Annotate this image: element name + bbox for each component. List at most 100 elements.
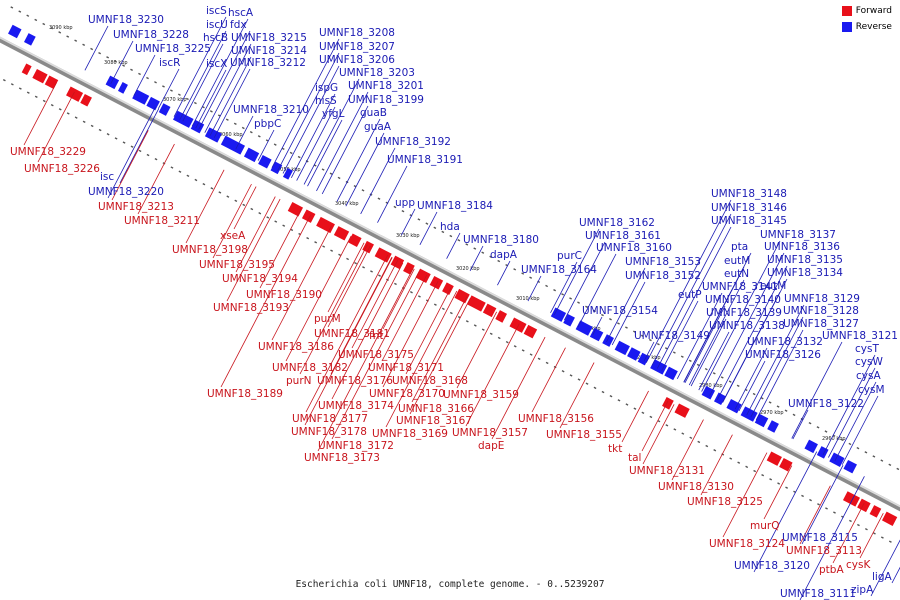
gene-label: UMNF18_3113 <box>786 545 862 557</box>
gene-label: eutN <box>724 268 749 280</box>
track-dash <box>18 10 22 13</box>
leader-line <box>651 213 732 366</box>
track-dash <box>840 438 844 442</box>
forward-gene <box>429 275 444 290</box>
gene-label: UMNF18_3111 <box>780 588 856 600</box>
track-dash <box>856 446 860 450</box>
gene-label: UMNF18_3176 <box>317 375 393 387</box>
gene-label: ligA <box>872 571 892 583</box>
track-dash <box>122 141 126 144</box>
track-dash <box>218 191 222 194</box>
track-dash <box>185 97 189 101</box>
track-dash <box>138 149 142 153</box>
track-dash <box>593 309 596 313</box>
leader-line <box>419 211 438 245</box>
leader-line <box>527 275 542 302</box>
track-dash <box>417 218 421 221</box>
tick-label: 2960 kbp <box>822 436 846 442</box>
track-dash <box>249 130 253 134</box>
leader-line <box>722 291 781 403</box>
track-dash <box>505 340 509 344</box>
track-dash <box>872 455 876 458</box>
gene-label: hda <box>440 221 460 233</box>
forward-gene <box>44 75 59 89</box>
track-dash <box>569 297 572 300</box>
gene-label: UMNF18_3230 <box>88 14 164 26</box>
track-dash <box>130 68 133 71</box>
track-dash <box>401 209 405 213</box>
track-dash <box>736 384 740 387</box>
reverse-gene <box>589 327 604 342</box>
gene-label: guaB <box>360 107 387 119</box>
track-dash <box>656 342 660 346</box>
gene-label: UMNF18_3131 <box>629 465 705 477</box>
gene-label: purC <box>557 250 582 262</box>
leader-line <box>611 281 646 346</box>
gene-label: UMNF18_3192 <box>375 136 451 148</box>
tick-label: 3030 kbp <box>396 233 420 239</box>
track-dash <box>465 320 469 323</box>
track-dash <box>864 528 868 531</box>
track-dash <box>688 359 692 363</box>
leader-line <box>676 292 723 380</box>
gene-label: UMNF18_3195 <box>199 259 275 271</box>
legend-reverse-label: Reverse <box>855 22 892 32</box>
track-dash <box>673 428 677 431</box>
legend-reverse: Reverse <box>841 22 892 32</box>
tick-label: 2980 kbp <box>699 383 723 389</box>
track-dash <box>226 195 230 198</box>
track-dash <box>513 268 517 271</box>
gene-label: eutP <box>678 289 702 301</box>
leader-line <box>282 65 340 174</box>
reverse-swatch <box>841 22 852 32</box>
track-dash <box>146 153 150 157</box>
gene-label: UMNF18_3175 <box>338 349 414 361</box>
gene-label: UMNF18_3180 <box>463 234 539 246</box>
gene-label: UMNF18_3139 <box>706 307 782 319</box>
gene-label: UMNF18_3140 <box>705 294 781 306</box>
leader-line <box>84 25 109 71</box>
gene-label: hisS <box>315 95 337 107</box>
leader-line <box>303 78 360 185</box>
gene-label: iscS <box>206 5 227 17</box>
reverse-gene <box>550 307 567 322</box>
track-dash <box>58 31 62 34</box>
leader-line <box>683 266 745 383</box>
track-dash <box>10 6 14 9</box>
gene-label: tal <box>628 452 641 464</box>
leader-line <box>381 275 427 362</box>
gene-label: UMNF18_3148 <box>711 188 787 200</box>
gene-label: UMNF18_3138 <box>709 320 785 332</box>
track-dash <box>737 461 741 464</box>
track-dash <box>497 259 501 263</box>
track-dash <box>98 51 102 55</box>
gene-label: UMNF18_3186 <box>258 341 334 353</box>
track-dash <box>425 222 429 225</box>
track-dash <box>378 274 381 277</box>
gene-label: UMNF18_3166 <box>398 403 474 415</box>
leader-line <box>709 252 785 396</box>
leader-line <box>296 106 336 181</box>
forward-gene <box>495 310 508 323</box>
track-dash <box>585 305 588 308</box>
track-dash <box>361 189 365 192</box>
gene-label: UMNF18_3211 <box>124 215 200 227</box>
leader-line <box>336 118 381 202</box>
leader-line <box>257 129 275 161</box>
track-dash <box>577 378 581 381</box>
track-dash <box>864 451 868 454</box>
track-dash <box>321 168 325 171</box>
leader-line <box>317 268 414 452</box>
leader-line <box>753 451 818 573</box>
gene-label: UMNF18_3132 <box>747 336 823 348</box>
track-dash <box>34 95 38 99</box>
track-dash <box>34 18 38 22</box>
forward-gene <box>523 324 538 339</box>
gene-label: cysM <box>858 384 885 396</box>
gene-label: UMNF18_3122 <box>788 398 864 410</box>
leader-line <box>204 43 252 133</box>
track-dash <box>473 324 477 327</box>
leader-line <box>822 354 876 455</box>
track-dash <box>194 178 198 182</box>
track-dash <box>808 421 812 425</box>
